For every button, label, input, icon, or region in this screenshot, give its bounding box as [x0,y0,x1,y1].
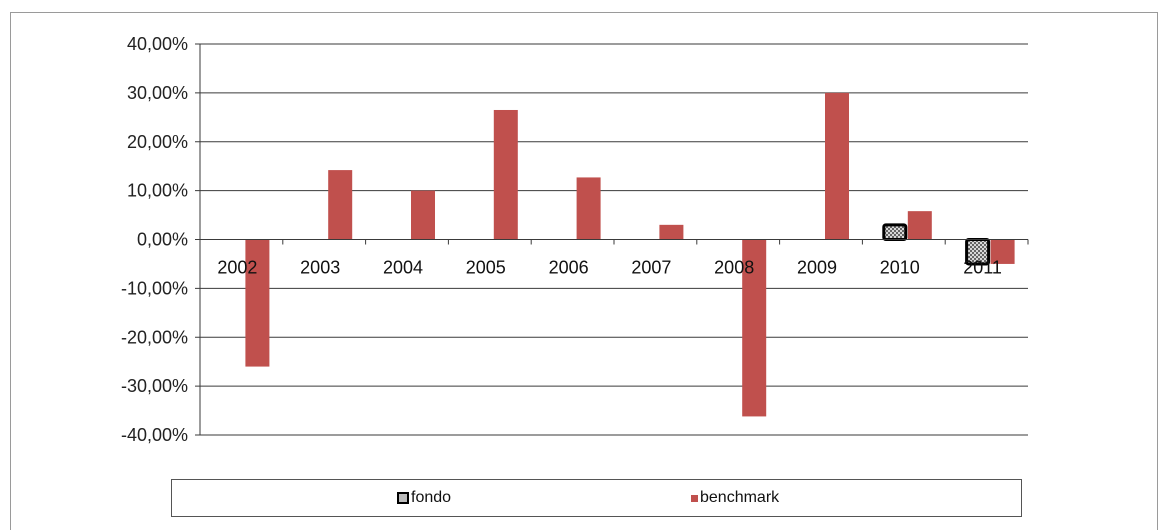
bar-benchmark-2006 [576,177,601,240]
bar-benchmark-2002 [245,239,270,367]
legend: fondo benchmark [171,479,1022,517]
x-tick-label-2005: 2005 [466,258,506,278]
x-tick-label-2007: 2007 [631,258,671,278]
x-tick-label-2008: 2008 [714,258,754,278]
y-axis-ticks: 40,00% 30,00% 20,00% 10,00% 0,00% -10,00% -20,… [121,34,201,445]
y-tick-label: 30,00% [127,83,188,103]
y-tick-label: 20,00% [127,132,188,152]
x-tick-label-2006: 2006 [549,258,589,278]
bars [245,92,1015,417]
x-tick-label-2003: 2003 [300,258,340,278]
y-tick-label: 0,00% [137,230,188,250]
legend-label-benchmark: benchmark [700,489,780,506]
y-tick-label: -10,00% [121,278,188,298]
legend-swatch-benchmark [691,494,698,502]
chart-frame [10,12,1158,530]
bar-benchmark-2005 [493,109,518,240]
legend-item-fondo: fondo [397,480,451,516]
y-tick-label: -30,00% [121,376,188,396]
bar-benchmark-2008 [742,239,767,417]
legend-swatch-fondo [397,492,409,504]
bar-benchmark-2009 [825,92,849,240]
x-tick-label-2011: 2011 [963,258,1002,278]
x-axis-ticks: 2002 2003 2004 2005 2006 2007 2008 2009 2010 2011 [217,258,1002,278]
x-tick-label-2004: 2004 [383,258,423,278]
x-tick-label-2010: 2010 [880,258,920,278]
x-tick-label-2009: 2009 [797,258,837,278]
bar-benchmark-2003 [328,170,353,240]
y-tick-label: -20,00% [121,327,188,347]
bar-benchmark-2011 [990,239,1015,264]
bar-chart: 40,00% 30,00% 20,00% 10,00% 0,00% -10,00% -20,… [121,34,1029,445]
y-tick-label: 10,00% [127,181,188,201]
legend-label-fondo: fondo [411,489,452,506]
y-tick-label: -40,00% [121,425,188,445]
x-tick-label-2002: 2002 [217,258,257,278]
y-tick-label: 40,00% [127,34,188,54]
x-axis [199,239,1029,245]
bar-benchmark-2007 [659,224,684,240]
bar-benchmark-2004 [411,190,435,240]
bar-benchmark-2010 [907,211,932,240]
bar-fondo-2010 [882,223,908,241]
legend-item-benchmark: benchmark [691,480,779,516]
